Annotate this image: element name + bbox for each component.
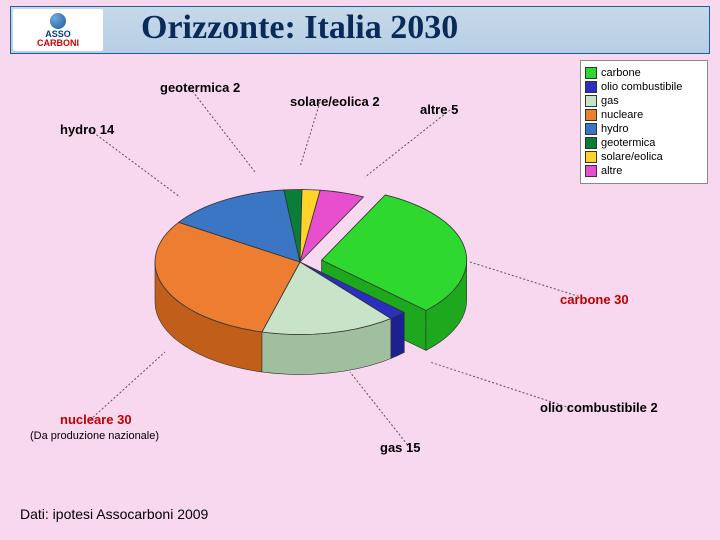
legend-label: altre — [601, 165, 622, 177]
legend-swatch — [585, 81, 597, 93]
legend-item: olio combustibile — [585, 81, 703, 93]
legend-box: carbone olio combustibile gas nucleare hydro… — [580, 60, 708, 184]
page-title: Orizzonte: Italia 2030 — [141, 9, 458, 47]
legend-label: hydro — [601, 123, 629, 135]
legend-item: solare/eolica — [585, 151, 703, 163]
header-banner: ASSO CARBONI Orizzonte: Italia 2030 — [10, 6, 710, 54]
legend-label: geotermica — [601, 137, 655, 149]
legend-swatch — [585, 165, 597, 177]
legend-item: geotermica — [585, 137, 703, 149]
logo-assocarboni: ASSO CARBONI — [13, 9, 103, 51]
note-production: (Da produzione nazionale) — [30, 430, 159, 442]
callout-olio: olio combustibile 2 — [540, 400, 658, 415]
legend-swatch — [585, 95, 597, 107]
legend-item: gas — [585, 95, 703, 107]
legend-item: nucleare — [585, 109, 703, 121]
callout-carbone: carbone 30 — [560, 292, 629, 307]
legend-swatch — [585, 123, 597, 135]
legend-item: hydro — [585, 123, 703, 135]
callout-hydro: hydro 14 — [60, 122, 114, 137]
callout-gas: gas 15 — [380, 440, 420, 455]
legend-swatch — [585, 151, 597, 163]
footer-source: Dati: ipotesi Assocarboni 2009 — [20, 506, 208, 522]
legend-item: altre — [585, 165, 703, 177]
legend-label: solare/eolica — [601, 151, 663, 163]
legend-label: gas — [601, 95, 619, 107]
legend-label: olio combustibile — [601, 81, 682, 93]
legend-swatch — [585, 137, 597, 149]
callout-solare: solare/eolica 2 — [290, 94, 380, 109]
legend-swatch — [585, 67, 597, 79]
legend-item: carbone — [585, 67, 703, 79]
legend-swatch — [585, 109, 597, 121]
logo-text-bot: CARBONI — [37, 39, 79, 48]
legend-label: carbone — [601, 67, 641, 79]
callout-geo: geotermica 2 — [160, 80, 240, 95]
callout-nucleare: nucleare 30 — [60, 412, 132, 427]
callout-altre: altre 5 — [420, 102, 458, 117]
legend-label: nucleare — [601, 109, 643, 121]
globe-icon — [50, 13, 66, 29]
